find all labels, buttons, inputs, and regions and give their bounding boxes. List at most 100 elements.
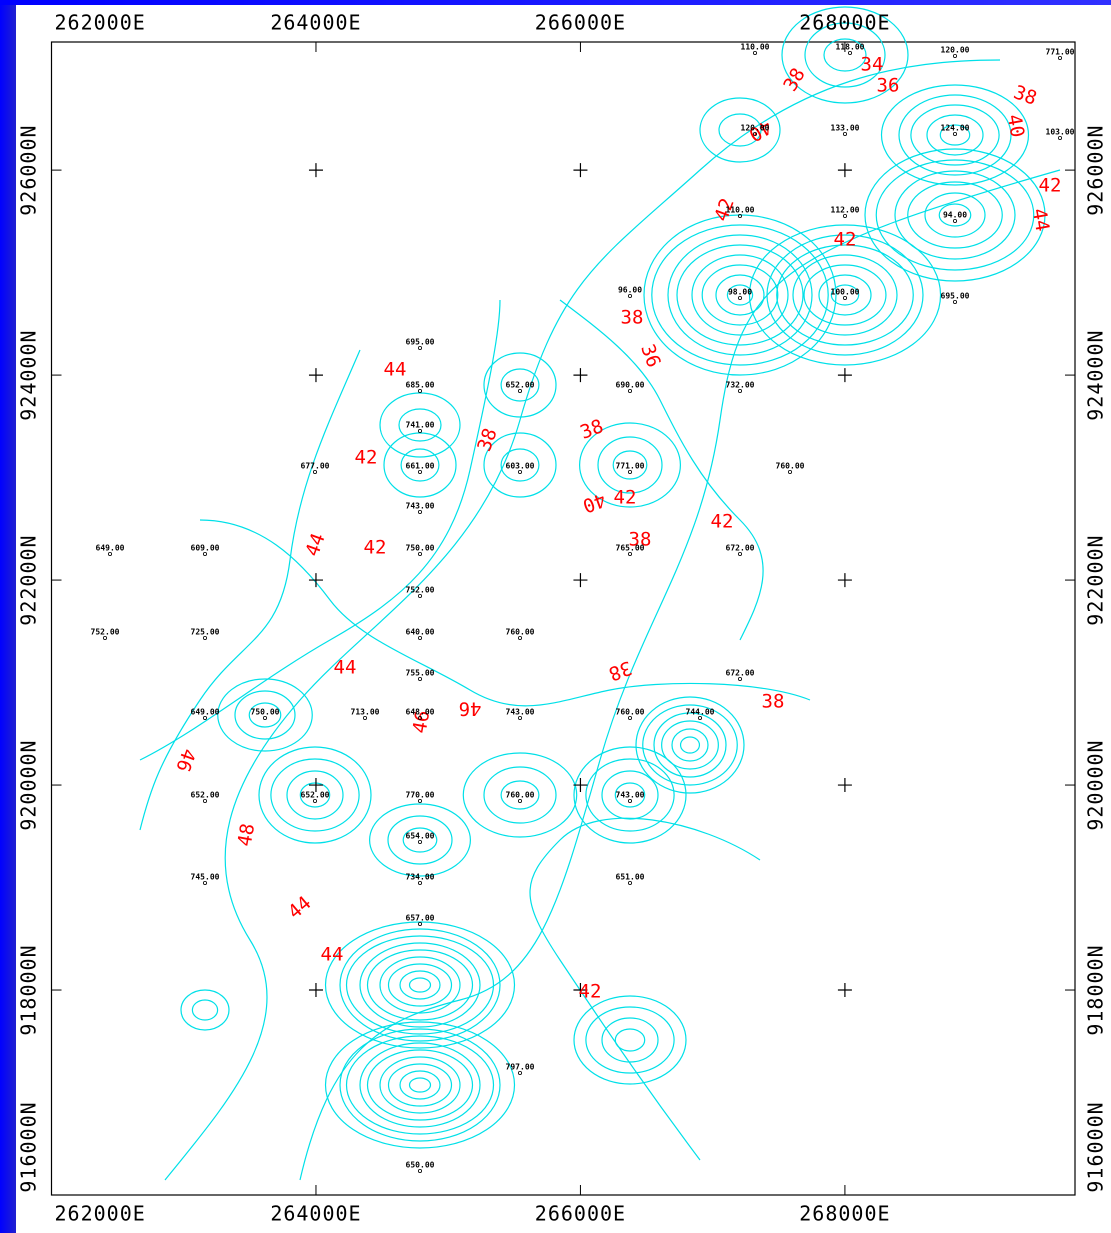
station-point <box>953 54 956 57</box>
station-point <box>843 214 846 217</box>
station-point <box>698 716 701 719</box>
station-point <box>628 716 631 719</box>
station-point <box>418 1169 421 1172</box>
grid-cross <box>573 163 587 177</box>
station-point <box>418 429 421 432</box>
contour-label: 38 <box>621 307 644 329</box>
station-label: 760.00 <box>506 791 535 800</box>
y-tick-label: 922000N <box>1084 534 1108 625</box>
y-tick-label: 920000N <box>17 739 41 830</box>
contour <box>340 929 500 1041</box>
station-label: 734.00 <box>406 873 435 882</box>
station-label: 752.00 <box>406 586 435 595</box>
contour <box>360 1043 480 1127</box>
x-tick-label: 262000E <box>55 11 146 35</box>
contour-label: 44 <box>384 359 407 381</box>
contour-label: 38 <box>762 691 785 713</box>
station-point <box>363 716 366 719</box>
contours <box>140 7 1060 1180</box>
y-tick-label: 918000N <box>1084 944 1108 1035</box>
station-label: 750.00 <box>251 708 280 717</box>
contour-label: 44 <box>321 944 344 966</box>
station-label: 118.00 <box>836 43 865 52</box>
station-label: 110.00 <box>741 43 770 52</box>
station-point <box>953 219 956 222</box>
station-point <box>1058 56 1061 59</box>
station-label: 124.00 <box>941 124 970 133</box>
station-point <box>203 716 206 719</box>
contour-label: 38 <box>606 656 635 685</box>
labels: 262000E262000E264000E264000E266000E26600… <box>17 11 1108 1226</box>
contour-label: 38 <box>577 415 606 444</box>
station-point <box>628 470 631 473</box>
station-point <box>203 881 206 884</box>
contour <box>672 729 708 761</box>
y-tick-label: 916000N <box>17 1101 41 1192</box>
station-label: 771.00 <box>616 462 645 471</box>
contour-label: 46 <box>459 698 482 720</box>
station-label: 741.00 <box>406 421 435 430</box>
station-label: 695.00 <box>406 338 435 347</box>
station-point <box>788 470 791 473</box>
station-label: 120.00 <box>741 124 770 133</box>
x-tick-label: 266000E <box>535 1202 626 1226</box>
map: 262000E262000E264000E264000E266000E26600… <box>0 0 1111 1233</box>
contour-label: 42 <box>711 511 734 533</box>
grid-cross <box>573 368 587 382</box>
station-label: 94.00 <box>943 211 967 220</box>
station-point <box>313 470 316 473</box>
contour-label: 40 <box>580 488 609 517</box>
station-point <box>628 799 631 802</box>
station-label: 677.00 <box>301 462 330 471</box>
station-point <box>628 881 631 884</box>
station-label: 98.00 <box>728 288 752 297</box>
station-point <box>418 470 421 473</box>
contour <box>181 990 229 1030</box>
contour-label: 38 <box>473 425 502 454</box>
contour <box>368 1050 473 1120</box>
contour <box>140 300 500 760</box>
station-point <box>418 346 421 349</box>
station-label: 685.00 <box>406 381 435 390</box>
station-point <box>108 552 111 555</box>
contour <box>410 978 431 992</box>
grid-cross <box>309 573 323 587</box>
contour-label: 42 <box>1039 175 1062 197</box>
station-label: 649.00 <box>96 544 125 553</box>
station-point <box>418 799 421 802</box>
station-label: 100.00 <box>831 288 860 297</box>
station-point <box>953 300 956 303</box>
station-label: 765.00 <box>616 544 645 553</box>
station-label: 648.00 <box>406 708 435 717</box>
station-point <box>518 1071 521 1074</box>
contour <box>899 95 1011 175</box>
contour <box>530 818 760 1160</box>
station-point <box>628 389 631 392</box>
y-tick-label: 924000N <box>1084 329 1108 420</box>
station-label: 120.00 <box>941 46 970 55</box>
station-label: 755.00 <box>406 669 435 678</box>
contour <box>360 943 480 1027</box>
y-tick-label: 922000N <box>17 534 41 625</box>
station-label: 713.00 <box>351 708 380 717</box>
station-point <box>518 799 521 802</box>
station-point <box>418 922 421 925</box>
contour-label: 44 <box>334 657 357 679</box>
x-tick-label: 262000E <box>55 1202 146 1226</box>
station-point <box>203 636 206 639</box>
contour <box>643 705 738 785</box>
station-point <box>518 716 521 719</box>
station-label: 657.00 <box>406 914 435 923</box>
x-tick-label: 266000E <box>535 11 626 35</box>
station-point <box>518 636 521 639</box>
station-label: 725.00 <box>191 628 220 637</box>
station-point <box>738 677 741 680</box>
station-label: 103.00 <box>1046 128 1075 137</box>
station-point <box>203 799 206 802</box>
contour <box>368 950 473 1020</box>
station-label: 771.00 <box>1046 48 1075 57</box>
station-label: 695.00 <box>941 292 970 301</box>
contour <box>911 105 999 165</box>
station-label: 797.00 <box>506 1063 535 1072</box>
contour <box>410 1078 431 1092</box>
